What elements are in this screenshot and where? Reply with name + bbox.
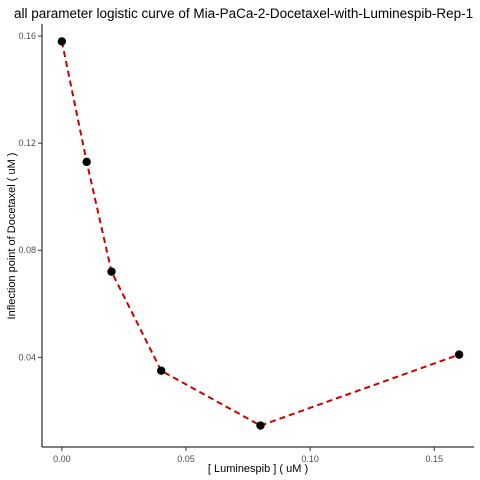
- y-tick-label: 0.16: [18, 31, 36, 41]
- data-point: [454, 350, 464, 359]
- series: [60, 41, 460, 427]
- x-axis-label: [ Luminespib ] ( uM ): [208, 463, 308, 475]
- axes: [41, 24, 474, 448]
- x-tick-label: 0.10: [301, 454, 319, 464]
- chart-title: all parameter logistic curve of Mia-PaCa…: [14, 6, 473, 21]
- y-axis-label: Inflection point of Docetaxel ( uM ): [6, 153, 18, 320]
- y-ticks: 0.04 0.08 0.12 0.16: [18, 31, 42, 362]
- data-point: [107, 267, 116, 276]
- data-point: [256, 421, 265, 430]
- x-tick-label: 0.05: [177, 454, 195, 464]
- data-point: [57, 37, 67, 46]
- y-tick-label: 0.04: [18, 352, 36, 362]
- data-point: [156, 366, 166, 375]
- data-point: [82, 157, 91, 167]
- y-tick-label: 0.12: [18, 138, 36, 148]
- data-points: [57, 37, 464, 430]
- series-line: [60, 41, 460, 427]
- x-tick-label: 0.00: [53, 454, 71, 464]
- y-tick-label: 0.08: [18, 245, 36, 255]
- x-tick-label: 0.15: [426, 454, 444, 464]
- x-ticks: 0.00 0.05 0.10 0.15: [53, 447, 443, 464]
